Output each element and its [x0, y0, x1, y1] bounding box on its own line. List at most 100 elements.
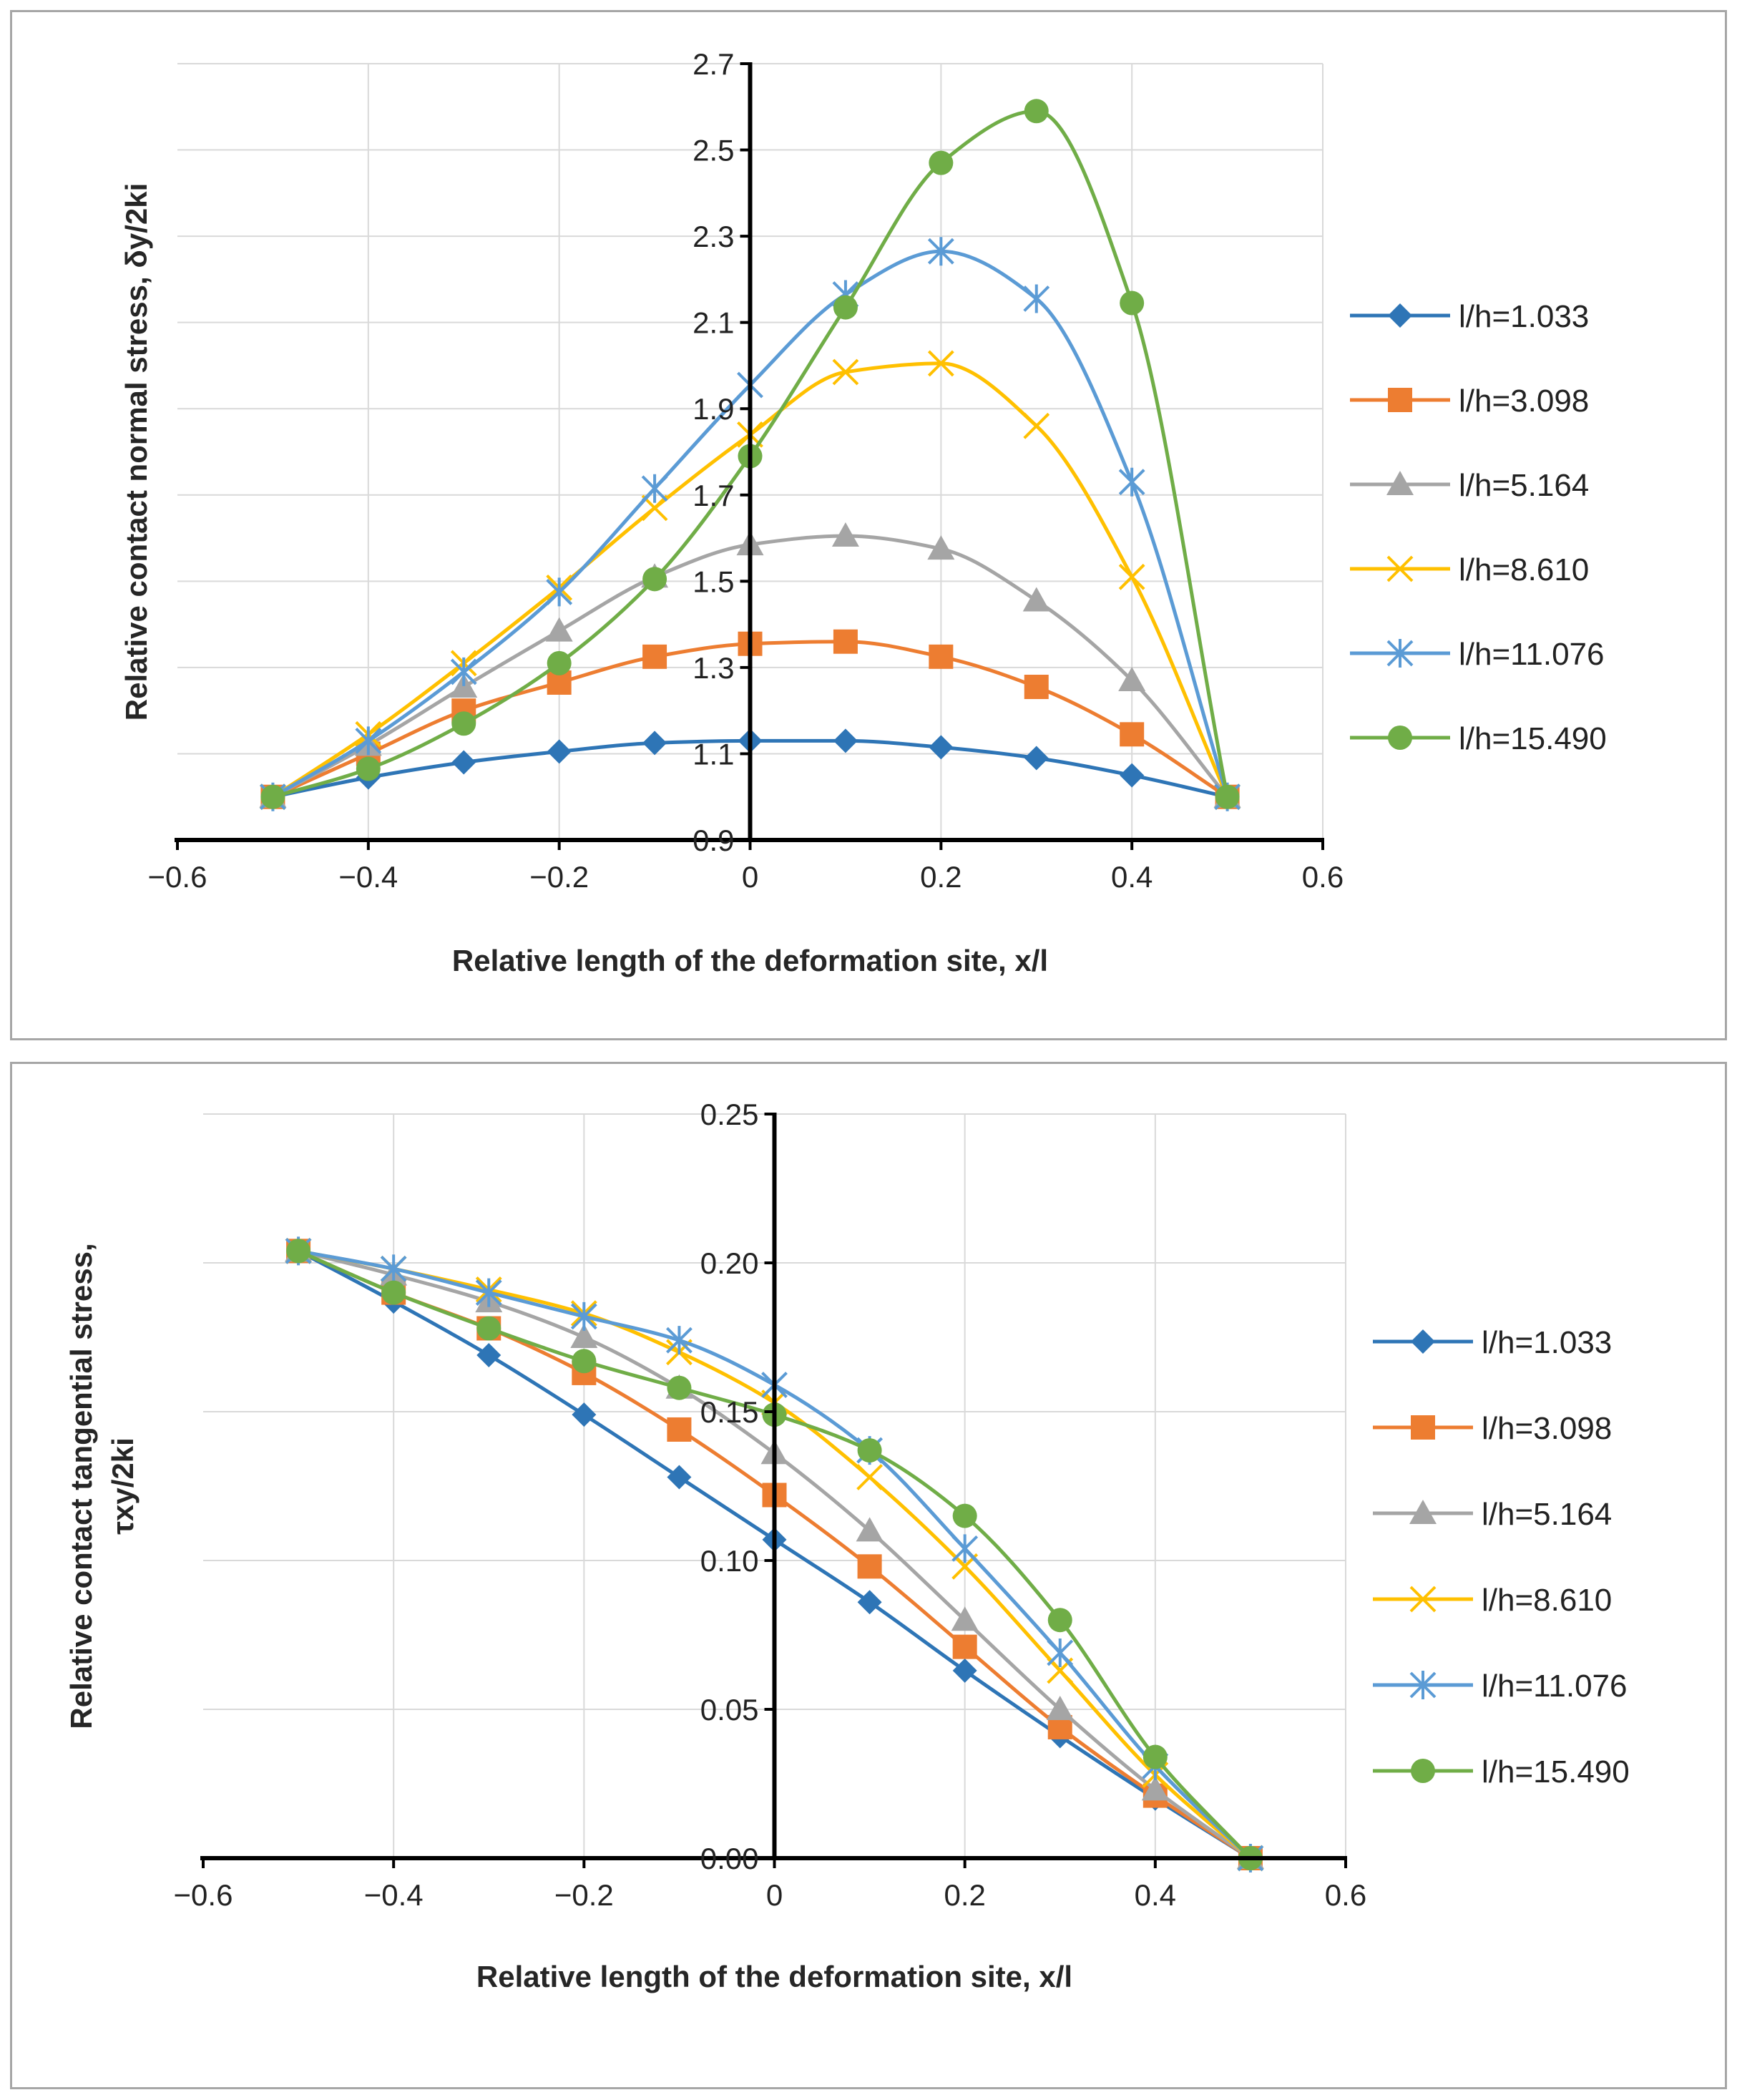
legend-label: l/h=1.033: [1482, 1325, 1612, 1360]
legend-label: l/h=5.164: [1459, 468, 1589, 503]
y-tick-label: 0.05: [700, 1693, 759, 1727]
data-point-l-h-11-076: [1118, 467, 1145, 497]
legend-marker: [1411, 1329, 1435, 1354]
x-tick-label: 0.2: [920, 860, 962, 894]
data-point-l-h-15-490: [476, 1316, 501, 1341]
x-tick-label: 0.4: [1135, 1878, 1176, 1912]
y-axis-title: Relative contact normal stress, δy/2ki: [119, 183, 153, 721]
series-line-l-h-11-076: [298, 1249, 1252, 1860]
legend-item-l-h-15-490: l/h=15.490: [1373, 1754, 1630, 1789]
legend-item-l-h-3-098: l/h=3.098: [1350, 384, 1589, 419]
y-tick-label: 1.1: [693, 737, 734, 771]
x-tick-label: 0: [742, 860, 758, 894]
data-point-l-h-1-033: [1120, 763, 1145, 788]
data-point-l-h-1-033: [547, 739, 572, 764]
data-point-l-h-15-490: [1142, 1744, 1168, 1769]
x-tick-label: 0.2: [944, 1878, 985, 1912]
x-axis-title: Relative length of the deformation site,…: [476, 1960, 1072, 1993]
data-point-l-h-5-164: [856, 1517, 884, 1542]
y-tick-label: 2.5: [693, 134, 734, 167]
data-point-l-h-11-076: [927, 237, 954, 266]
data-point-l-h-1-033: [952, 1658, 977, 1683]
legend-label: l/h=1.033: [1459, 299, 1589, 334]
legend-item-l-h-15-490: l/h=15.490: [1350, 721, 1607, 756]
y-tick-label: 0.10: [700, 1544, 759, 1578]
data-point-l-h-11-076: [666, 1326, 693, 1355]
x-axis-title: Relative length of the deformation site,…: [452, 944, 1048, 977]
data-point-l-h-5-164: [545, 617, 573, 642]
y-axis-title: τxy/2ki: [106, 1437, 140, 1535]
legend-marker: [1386, 639, 1414, 668]
data-point-l-h-5-164: [1022, 587, 1050, 612]
legend-item-l-h-1-033: l/h=1.033: [1373, 1325, 1612, 1360]
legend-item-l-h-11-076: l/h=11.076: [1350, 637, 1604, 672]
data-point-l-h-11-076: [641, 474, 668, 503]
tangential-stress-chart-panel: −0.6 −0.4 −0.2 0 0.2 0.4 0.6 0.00 0.05 0.10 0.15 0.…: [10, 1062, 1727, 2089]
legend-marker: [1409, 1586, 1437, 1613]
legend-marker: [1388, 726, 1412, 750]
x-tick-label: 0.6: [1325, 1878, 1366, 1912]
x-tick-label: 0.4: [1111, 860, 1153, 894]
data-point-l-h-15-490: [356, 756, 381, 781]
data-point-l-h-11-076: [380, 1254, 407, 1284]
data-point-l-h-1-033: [667, 1465, 692, 1490]
data-point-l-h-3-098: [642, 644, 667, 669]
data-point-l-h-1-033: [833, 728, 858, 753]
data-point-l-h-15-490: [642, 567, 667, 592]
data-point-l-h-11-076: [1023, 284, 1050, 313]
data-point-l-h-15-490: [1047, 1608, 1072, 1633]
legend: l/h=1.033 l/h=3.098 l/h=5.164 l/h=8.610 l/h=…: [1373, 1325, 1630, 1789]
data-point-l-h-15-490: [381, 1280, 406, 1305]
x-tick-label: −0.6: [174, 1878, 233, 1912]
data-point-l-h-11-076: [951, 1534, 979, 1563]
legend-label: l/h=11.076: [1482, 1669, 1627, 1704]
data-point-l-h-5-164: [570, 1324, 598, 1348]
y-tick-label: 1.9: [693, 392, 734, 426]
data-point-l-h-3-098: [929, 644, 954, 669]
legend-label: l/h=3.098: [1459, 384, 1589, 419]
legend: l/h=1.033 l/h=3.098 l/h=5.164 l/h=8.610 l/h=…: [1350, 299, 1607, 756]
data-point-l-h-11-076: [546, 577, 573, 607]
legend-label: l/h=3.098: [1482, 1411, 1612, 1446]
legend-marker: [1386, 555, 1414, 582]
data-point-l-h-1-033: [1024, 746, 1049, 771]
legend-marker: [1386, 471, 1414, 495]
x-tick-label: −0.2: [529, 860, 589, 894]
y-tick-label: 0.15: [700, 1395, 759, 1429]
data-point-l-h-15-490: [1215, 784, 1240, 809]
data-point-l-h-11-076: [570, 1301, 597, 1331]
legend-label: l/h=15.490: [1482, 1754, 1630, 1789]
y-axis-title: Relative contact tangential stress,: [64, 1243, 98, 1729]
y-tick-label: 1.5: [693, 565, 734, 598]
data-point-l-h-3-098: [952, 1634, 977, 1659]
legend-marker: [1388, 303, 1412, 328]
series-line-l-h-8-610: [272, 361, 1229, 799]
data-point-l-h-5-164: [1141, 1776, 1169, 1801]
data-point-l-h-15-490: [833, 295, 858, 320]
legend-marker: [1411, 1415, 1435, 1440]
legend-label: l/h=11.076: [1459, 637, 1604, 672]
axes: −0.6 −0.4 −0.2 0 0.2 0.4 0.6 0.00 0.05 0.10 0.15 0.…: [174, 1098, 1367, 1912]
normal-stress-chart: −0.6 −0.4 −0.2 0 0.2 0.4 0.6 0.9 1.1 1.3 1.5 1.7 1.9…: [119, 47, 1607, 977]
data-point-l-h-15-490: [260, 784, 285, 809]
legend-item-l-h-5-164: l/h=5.164: [1373, 1497, 1612, 1532]
legend-item-l-h-1-033: l/h=1.033: [1350, 299, 1589, 334]
data-point-l-h-11-076: [1047, 1638, 1074, 1667]
y-tick-label: 1.7: [693, 479, 734, 512]
legend-item-l-h-8-610: l/h=8.610: [1350, 552, 1589, 587]
data-point-l-h-8-610: [832, 358, 859, 386]
data-point-l-h-3-098: [667, 1417, 692, 1442]
legend-item-l-h-11-076: l/h=11.076: [1373, 1669, 1627, 1704]
legend-marker: [1409, 1500, 1437, 1524]
legend-label: l/h=8.610: [1482, 1583, 1612, 1618]
data-point-l-h-3-098: [1024, 675, 1049, 700]
data-point-l-h-5-164: [831, 522, 859, 547]
legend-item-l-h-5-164: l/h=5.164: [1350, 468, 1589, 503]
data-point-l-h-1-033: [642, 731, 667, 756]
y-tick-label: 0.9: [693, 824, 734, 857]
data-point-l-h-15-490: [547, 650, 572, 675]
data-point-l-h-11-076: [450, 657, 477, 686]
legend-item-l-h-8-610: l/h=8.610: [1373, 1583, 1612, 1618]
data-point-l-h-15-490: [286, 1239, 311, 1264]
y-tick-label: 2.3: [693, 220, 734, 253]
